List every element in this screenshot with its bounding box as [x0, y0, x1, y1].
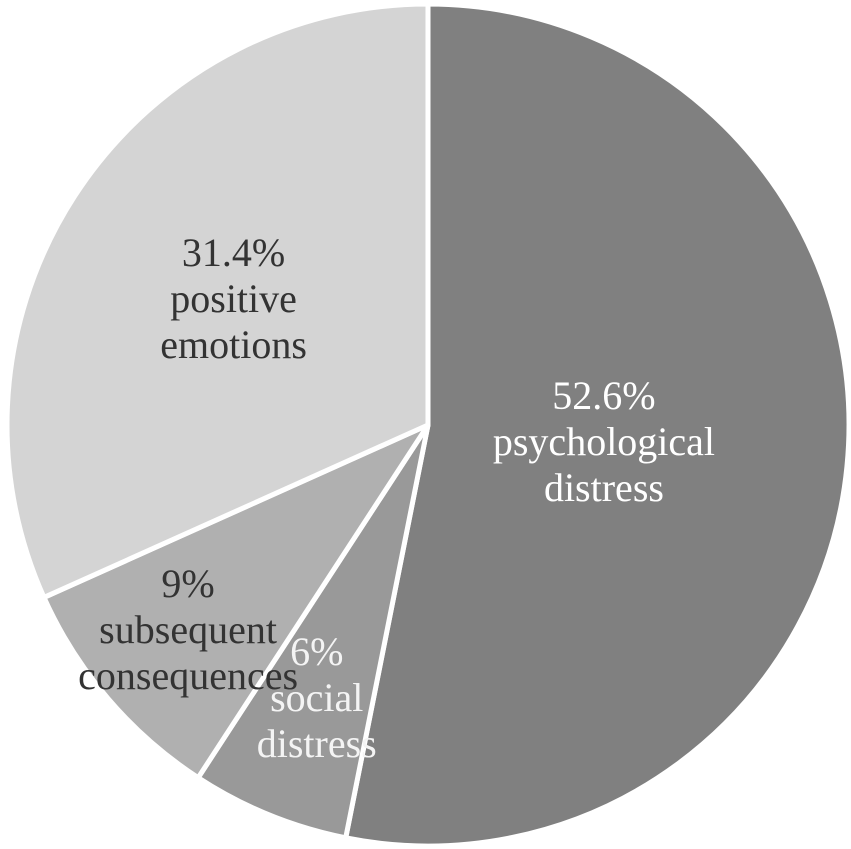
slice-label: 6% social distress: [257, 629, 377, 767]
value-label: 6%: [290, 628, 344, 674]
pie-slice: [41, 422, 431, 781]
value-label: 52.6%: [552, 373, 656, 419]
pie-slice: [195, 422, 431, 841]
pie-slice: [4, 1, 431, 600]
category-label: subsequent consequences: [78, 607, 299, 699]
category-label: positive emotions: [160, 276, 307, 368]
value-label: 31.4%: [181, 230, 286, 276]
value-label: 9%: [161, 561, 215, 607]
slice-label: 31.4% positive emotions: [160, 230, 307, 368]
slice-label: 52.6% psychological distress: [493, 373, 715, 511]
slice-label: 9% subsequent consequences: [78, 561, 298, 699]
category-label: psychological distress: [492, 419, 716, 511]
category-label: social distress: [256, 674, 377, 766]
pie-slice: [343, 1, 851, 849]
